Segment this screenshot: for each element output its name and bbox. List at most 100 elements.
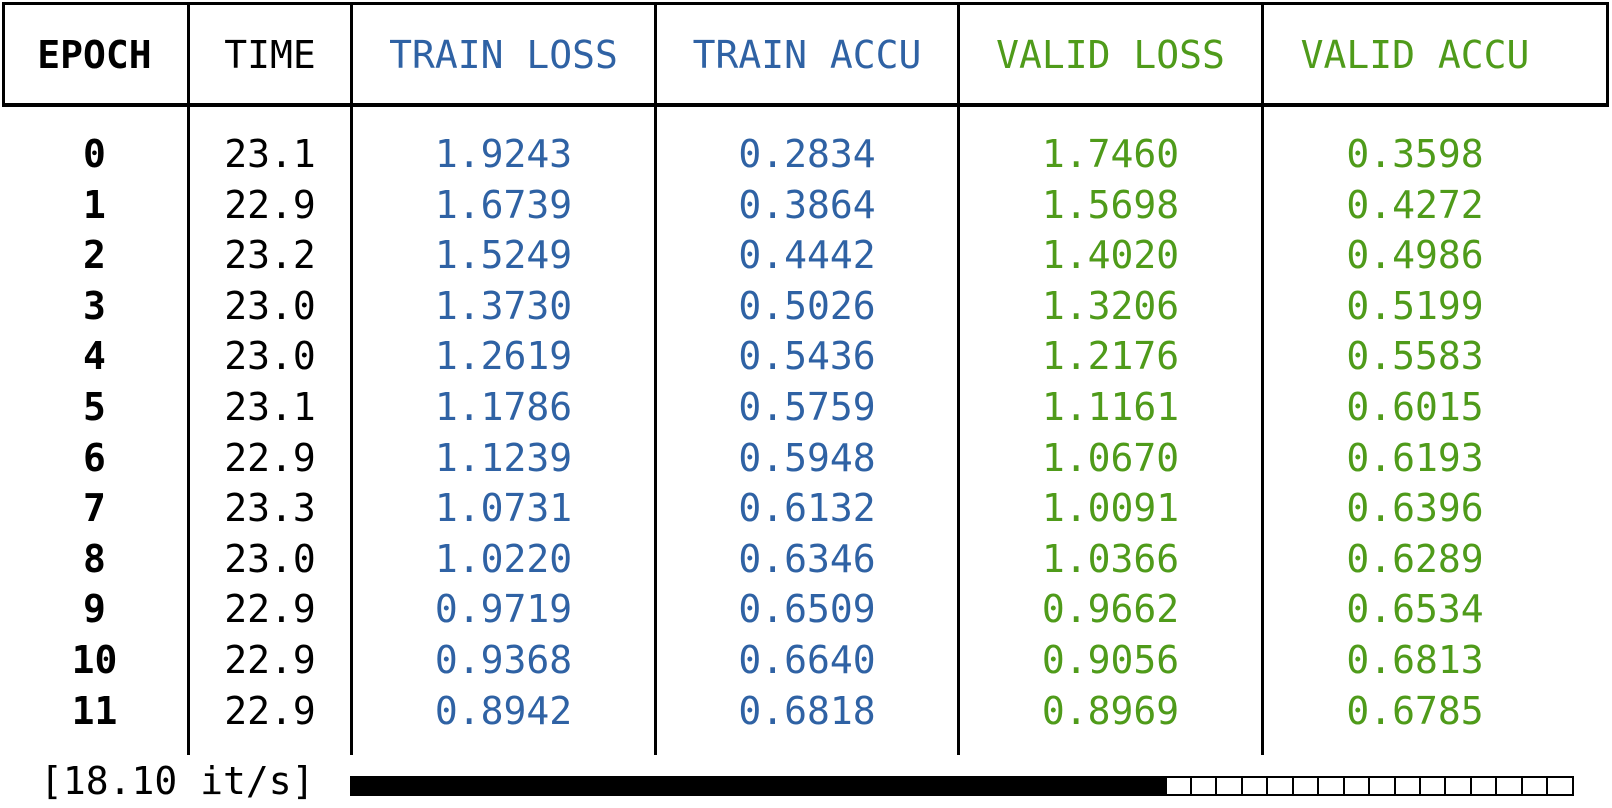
cell-train-accu: 0.6132 <box>738 486 876 531</box>
progress-segment-filled <box>504 778 531 794</box>
progress-segment-filled <box>911 778 938 794</box>
progress-segment-empty <box>1268 778 1294 794</box>
progress-segment-filled <box>453 778 480 794</box>
cell-train-accu: 0.6818 <box>738 688 876 733</box>
cell-valid-accu: 0.6534 <box>1346 587 1484 632</box>
cell-time: 23.1 <box>224 132 316 176</box>
column-divider <box>957 2 960 755</box>
progress-segment-filled <box>1039 778 1065 794</box>
progress-segment-empty <box>1344 778 1371 794</box>
cell-epoch: 10 <box>71 638 118 682</box>
cell-train-loss: 0.9368 <box>434 638 573 682</box>
cell-train-loss: 1.0220 <box>434 536 573 581</box>
cell-train-loss: 1.1239 <box>434 435 573 480</box>
column-divider <box>187 2 190 755</box>
cell-time: 23.3 <box>224 486 316 531</box>
progress-segment-empty <box>1319 778 1345 794</box>
progress-segment-empty <box>1370 778 1396 794</box>
cell-valid-accu: 0.6813 <box>1346 638 1484 682</box>
cell-valid-loss: 0.9056 <box>1041 638 1180 682</box>
cell-epoch: 9 <box>83 587 106 632</box>
cell-time: 22.9 <box>224 435 316 480</box>
progress-rate: [18.10 it/s] <box>40 759 315 803</box>
cell-time: 23.0 <box>224 334 316 379</box>
cell-valid-loss: 1.0670 <box>1041 435 1180 480</box>
progress-segment-filled <box>759 778 785 794</box>
progress-segment-empty <box>1166 778 1192 794</box>
progress-segment-filled <box>988 778 1014 794</box>
cell-valid-loss: 1.0366 <box>1041 536 1180 581</box>
progress-segment-filled <box>479 778 505 794</box>
cell-epoch: 3 <box>83 283 106 328</box>
cell-time: 23.0 <box>224 536 316 581</box>
progress-segment-filled <box>555 778 582 794</box>
progress-segment-empty <box>1497 778 1523 794</box>
cell-valid-loss: 1.0091 <box>1041 486 1180 531</box>
progress-segment-empty <box>1522 778 1549 794</box>
progress-segment-filled <box>682 778 709 794</box>
column-divider <box>350 2 353 755</box>
cell-train-loss: 1.1786 <box>434 385 573 429</box>
cell-train-loss: 1.5249 <box>434 233 573 278</box>
cell-time: 22.9 <box>224 688 316 733</box>
cell-epoch: 6 <box>83 435 106 480</box>
header-train-loss: TRAIN LOSS <box>389 33 618 77</box>
cell-valid-accu: 0.5583 <box>1346 334 1484 379</box>
progress-segment-filled <box>1090 778 1116 794</box>
cell-train-accu: 0.2834 <box>738 132 876 176</box>
header-valid-loss: VALID LOSS <box>996 33 1225 77</box>
progress-segment-filled <box>784 778 811 794</box>
cell-valid-loss: 1.3206 <box>1041 283 1180 328</box>
progress-segment-filled <box>631 778 658 794</box>
cell-time: 23.0 <box>224 283 316 328</box>
progress-segment-empty <box>1293 778 1320 794</box>
cell-valid-loss: 1.4020 <box>1041 233 1180 278</box>
header-time: TIME <box>224 33 316 77</box>
progress-segment-empty <box>1217 778 1243 794</box>
progress-segment-filled <box>1115 778 1142 794</box>
progress-bar <box>350 776 1574 796</box>
progress-segment-filled <box>1013 778 1040 794</box>
cell-time: 22.9 <box>224 638 316 682</box>
cell-train-accu: 0.5436 <box>738 334 876 379</box>
progress-segment-filled <box>861 778 887 794</box>
progress-segment-filled <box>352 778 378 794</box>
cell-valid-loss: 0.8969 <box>1041 688 1180 733</box>
cell-train-loss: 0.9719 <box>434 587 573 632</box>
header-frame <box>2 2 1609 105</box>
progress-segment-filled <box>402 778 429 794</box>
cell-epoch: 1 <box>83 182 106 227</box>
progress-segment-filled <box>937 778 963 794</box>
progress-segment-filled <box>886 778 912 794</box>
cell-valid-accu: 0.6785 <box>1346 688 1484 733</box>
header-epoch: EPOCH <box>37 33 152 77</box>
cell-valid-loss: 1.5698 <box>1041 182 1180 227</box>
cell-epoch: 7 <box>83 486 106 531</box>
cell-valid-loss: 0.9662 <box>1041 587 1180 632</box>
cell-valid-accu: 0.6015 <box>1346 385 1484 429</box>
header-train-accu: TRAIN ACCU <box>692 33 922 77</box>
progress-segment-filled <box>530 778 556 794</box>
cell-time: 22.9 <box>224 182 316 227</box>
progress-segment-filled <box>428 778 454 794</box>
cell-time: 22.9 <box>224 587 316 632</box>
cell-train-loss: 1.3730 <box>434 283 573 328</box>
progress-segment-filled <box>657 778 683 794</box>
progress-segment-empty <box>1446 778 1472 794</box>
cell-train-accu: 0.5948 <box>738 435 876 480</box>
cell-epoch: 5 <box>83 385 106 429</box>
cell-epoch: 4 <box>83 334 106 379</box>
progress-segment-empty <box>1395 778 1422 794</box>
cell-epoch: 0 <box>83 132 106 176</box>
cell-valid-accu: 0.6193 <box>1346 435 1484 480</box>
progress-segment-filled <box>962 778 989 794</box>
cell-valid-loss: 1.1161 <box>1041 385 1180 429</box>
cell-valid-loss: 1.2176 <box>1041 334 1180 379</box>
cell-valid-loss: 1.7460 <box>1041 132 1180 176</box>
cell-time: 23.1 <box>224 385 316 429</box>
cell-train-loss: 1.2619 <box>434 334 573 379</box>
cell-valid-accu: 0.4272 <box>1346 182 1484 227</box>
progress-segment-filled <box>733 778 760 794</box>
cell-train-loss: 1.6739 <box>434 182 573 227</box>
cell-train-accu: 0.3864 <box>738 182 876 227</box>
